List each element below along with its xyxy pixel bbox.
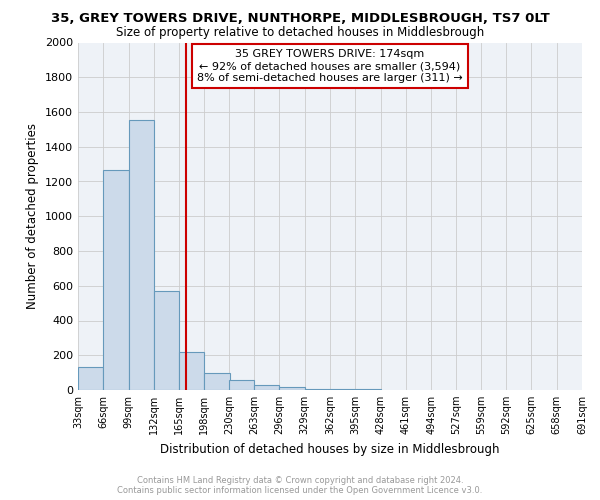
Y-axis label: Number of detached properties: Number of detached properties <box>26 123 40 309</box>
Bar <box>305 389 330 390</box>
Text: Size of property relative to detached houses in Middlesbrough: Size of property relative to detached ho… <box>116 26 484 39</box>
Bar <box>154 291 179 390</box>
Bar <box>179 352 205 390</box>
Bar <box>229 380 254 390</box>
Bar <box>128 120 154 390</box>
Text: Contains HM Land Registry data © Crown copyright and database right 2024.
Contai: Contains HM Land Registry data © Crown c… <box>118 476 482 495</box>
Bar <box>280 386 305 390</box>
Text: 35, GREY TOWERS DRIVE, NUNTHORPE, MIDDLESBROUGH, TS7 0LT: 35, GREY TOWERS DRIVE, NUNTHORPE, MIDDLE… <box>50 12 550 26</box>
Bar <box>355 389 380 390</box>
X-axis label: Distribution of detached houses by size in Middlesbrough: Distribution of detached houses by size … <box>160 442 500 456</box>
Bar <box>103 170 128 390</box>
Bar <box>205 372 230 390</box>
Bar <box>78 368 103 390</box>
Bar <box>254 385 280 390</box>
Bar <box>330 389 355 390</box>
Text: 35 GREY TOWERS DRIVE: 174sqm
← 92% of detached houses are smaller (3,594)
8% of : 35 GREY TOWERS DRIVE: 174sqm ← 92% of de… <box>197 50 463 82</box>
